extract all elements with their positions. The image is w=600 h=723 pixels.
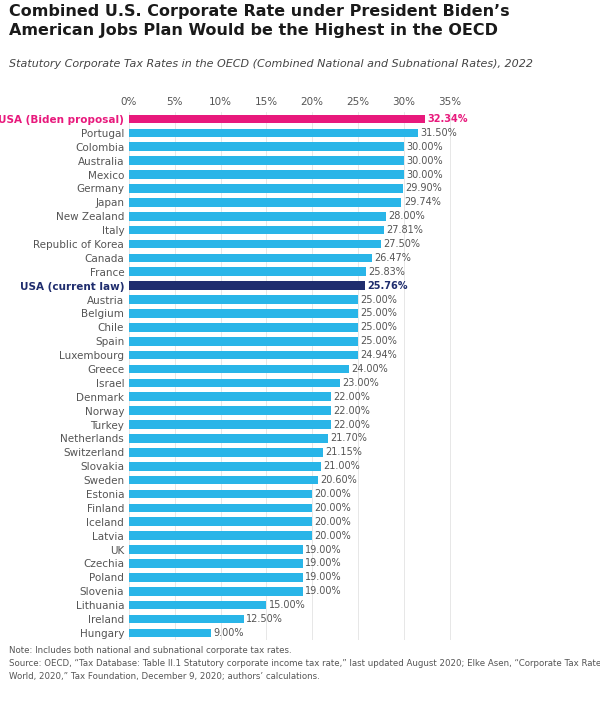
Text: 25.00%: 25.00% (361, 336, 397, 346)
Text: 24.00%: 24.00% (351, 364, 388, 374)
Bar (129, 198, 401, 207)
Bar (129, 601, 266, 609)
Bar (129, 351, 358, 359)
Text: 28.00%: 28.00% (388, 211, 425, 221)
Bar (129, 212, 386, 221)
Bar (129, 379, 340, 388)
Bar (129, 281, 365, 290)
Text: 21.70%: 21.70% (330, 434, 367, 443)
Text: 12.50%: 12.50% (246, 614, 283, 624)
Bar (129, 448, 323, 457)
Text: World, 2020,” Tax Foundation, December 9, 2020; authors’ calculations.: World, 2020,” Tax Foundation, December 9… (9, 672, 320, 681)
Bar (129, 420, 331, 429)
Text: 21.15%: 21.15% (325, 448, 362, 458)
Bar (129, 337, 358, 346)
Text: 29.90%: 29.90% (405, 184, 442, 194)
Text: 15.00%: 15.00% (269, 600, 305, 610)
Bar (129, 504, 312, 512)
Bar (129, 142, 404, 151)
Text: Note: Includes both national and subnational corporate tax rates.: Note: Includes both national and subnati… (9, 646, 292, 655)
Text: 25.83%: 25.83% (368, 267, 405, 277)
Text: 27.81%: 27.81% (386, 225, 423, 235)
Text: 27.50%: 27.50% (383, 239, 420, 249)
Bar (129, 129, 418, 137)
Bar (129, 170, 404, 179)
Bar (129, 254, 371, 262)
Text: 24.94%: 24.94% (360, 350, 397, 360)
Bar (129, 323, 358, 332)
Text: 29.74%: 29.74% (404, 197, 440, 208)
Bar (129, 587, 303, 596)
Bar (129, 295, 358, 304)
Text: TAX FOUNDATION: TAX FOUNDATION (11, 698, 143, 711)
Bar (129, 115, 425, 124)
Bar (129, 156, 404, 165)
Text: @TaxFoundation: @TaxFoundation (492, 698, 589, 711)
Bar (129, 628, 211, 637)
Bar (129, 240, 381, 248)
Text: 30.00%: 30.00% (406, 155, 443, 166)
Bar (129, 364, 349, 373)
Bar (129, 226, 384, 234)
Text: Combined U.S. Corporate Rate under President Biden’s
American Jobs Plan Would be: Combined U.S. Corporate Rate under Presi… (9, 4, 509, 38)
Bar (129, 406, 331, 415)
Text: 22.00%: 22.00% (333, 419, 370, 429)
Text: 21.00%: 21.00% (323, 461, 361, 471)
Text: 26.47%: 26.47% (374, 253, 410, 263)
Text: 20.00%: 20.00% (314, 503, 351, 513)
Bar (129, 476, 318, 484)
Text: 9.00%: 9.00% (214, 628, 244, 638)
Text: 19.00%: 19.00% (305, 573, 342, 582)
Text: 20.60%: 20.60% (320, 475, 357, 485)
Text: 32.34%: 32.34% (428, 114, 468, 124)
Text: 19.00%: 19.00% (305, 586, 342, 596)
Bar (129, 573, 303, 582)
Bar (129, 184, 403, 193)
Text: 22.00%: 22.00% (333, 406, 370, 416)
Bar (129, 615, 244, 623)
Text: 20.00%: 20.00% (314, 517, 351, 527)
Bar (129, 518, 312, 526)
Text: 19.00%: 19.00% (305, 558, 342, 568)
Text: 23.00%: 23.00% (342, 378, 379, 388)
Text: 25.76%: 25.76% (367, 281, 408, 291)
Text: 30.00%: 30.00% (406, 142, 443, 152)
Bar (129, 393, 331, 401)
Bar (129, 268, 365, 276)
Text: 25.00%: 25.00% (361, 294, 397, 304)
Text: 30.00%: 30.00% (406, 170, 443, 179)
Bar (129, 309, 358, 318)
Text: 25.00%: 25.00% (361, 309, 397, 318)
Bar (129, 531, 312, 540)
Bar (129, 559, 303, 568)
Text: Statutory Corporate Tax Rates in the OECD (Combined National and Subnational Rat: Statutory Corporate Tax Rates in the OEC… (9, 59, 533, 69)
Text: Source: OECD, “Tax Database: Table II.1 Statutory corporate income tax rate,” la: Source: OECD, “Tax Database: Table II.1 … (9, 659, 600, 668)
Text: 25.00%: 25.00% (361, 322, 397, 333)
Bar (129, 434, 328, 442)
Text: 22.00%: 22.00% (333, 392, 370, 402)
Bar (129, 462, 322, 471)
Bar (129, 489, 312, 498)
Bar (129, 545, 303, 554)
Text: 20.00%: 20.00% (314, 531, 351, 541)
Text: 20.00%: 20.00% (314, 489, 351, 499)
Text: 31.50%: 31.50% (420, 128, 457, 138)
Text: 19.00%: 19.00% (305, 544, 342, 555)
